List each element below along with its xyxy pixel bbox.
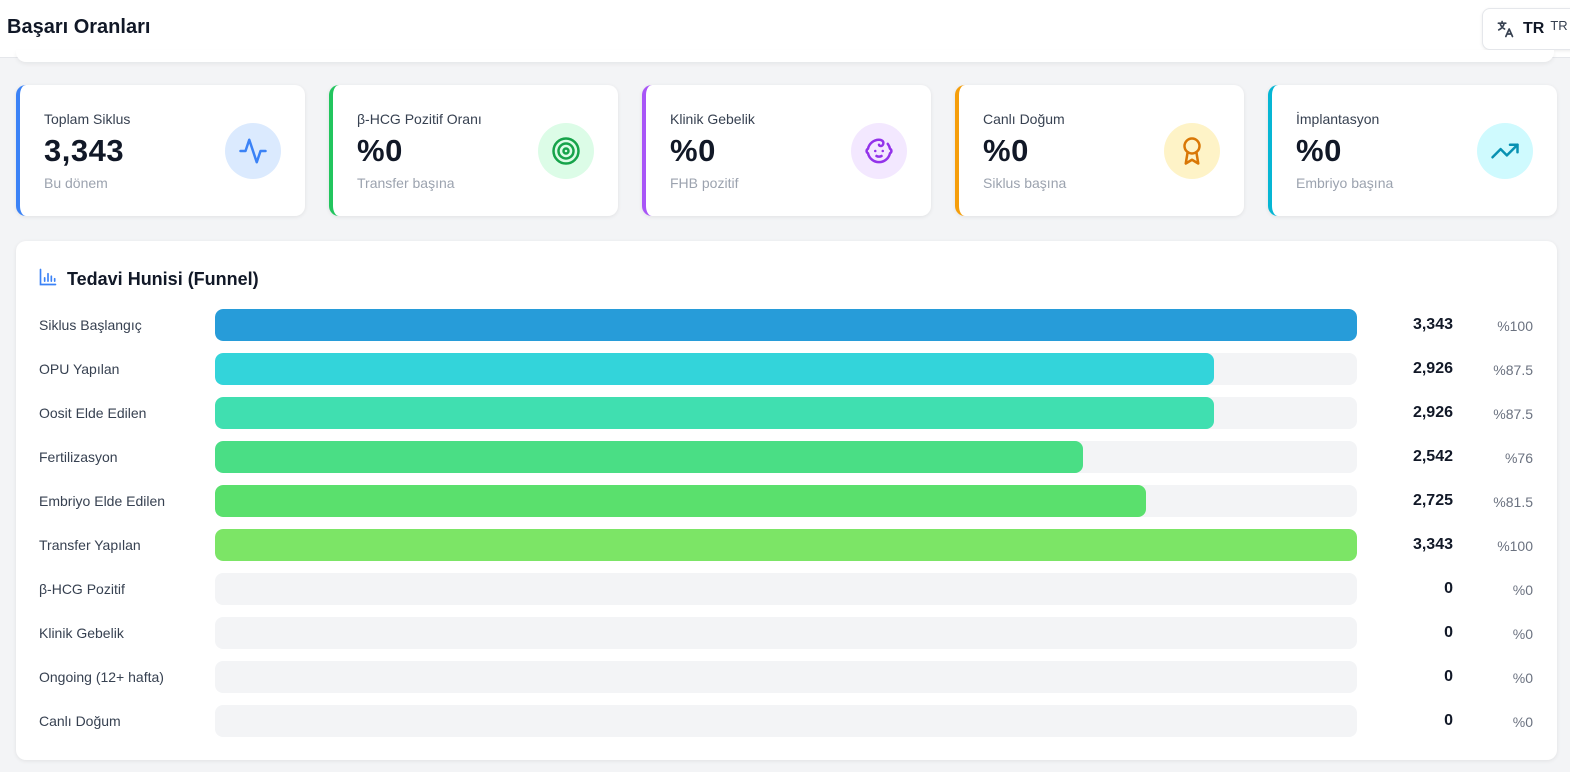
funnel-bar <box>215 397 1214 429</box>
funnel-row-percent: %76 <box>1504 450 1533 466</box>
top-bar: Başarı Oranları TR TR <box>0 0 1570 58</box>
funnel-bar-track <box>215 661 1357 693</box>
funnel-row-count: 0 <box>1444 624 1453 641</box>
stat-value: 3,343 <box>44 133 125 168</box>
funnel-bar <box>215 485 1146 517</box>
filter-panel-edge <box>16 50 1554 62</box>
funnel-bar-track <box>215 441 1357 473</box>
funnel-row-percent: %81.5 <box>1493 494 1533 510</box>
funnel-row-count: 3,343 <box>1412 536 1453 553</box>
stat-subtitle: Embriyo başına <box>1296 175 1394 191</box>
funnel-row-count: 2,542 <box>1412 448 1453 465</box>
funnel-bar-track <box>215 617 1357 649</box>
funnel-row: β-HCG Pozitif 0 %0 <box>16 573 1557 605</box>
funnel-bar-track <box>215 397 1357 429</box>
funnel-row: Oosit Elde Edilen 2,926 %87.5 <box>16 397 1557 429</box>
funnel-row-label: OPU Yapılan <box>39 361 120 377</box>
funnel-row-percent: %100 <box>1497 538 1533 554</box>
funnel-bar-track <box>215 353 1357 385</box>
baby-icon <box>851 123 907 179</box>
bar-chart-icon <box>38 267 58 292</box>
target-icon <box>538 123 594 179</box>
stat-subtitle: Siklus başına <box>983 175 1067 191</box>
funnel-header: Tedavi Hunisi (Funnel) <box>38 267 259 292</box>
funnel-row-label: Ongoing (12+ hafta) <box>39 669 164 685</box>
stat-subtitle: Transfer başına <box>357 175 455 191</box>
treatment-funnel-panel: Tedavi Hunisi (Funnel) Siklus Başlangıç 3… <box>16 241 1557 760</box>
stat-subtitle: FHB pozitif <box>670 175 739 191</box>
funnel-row-label: Siklus Başlangıç <box>39 317 142 333</box>
language-code-secondary: TR <box>1550 17 1568 33</box>
funnel-row: Canlı Doğum 0 %0 <box>16 705 1557 737</box>
funnel-row-percent: %87.5 <box>1493 362 1533 378</box>
stat-card-bhcg-rate: β-HCG Pozitif Oranı %0 Transfer başına <box>329 85 618 216</box>
funnel-row-label: β-HCG Pozitif <box>39 581 125 597</box>
funnel-row-count: 2,926 <box>1412 360 1453 377</box>
funnel-title: Tedavi Hunisi (Funnel) <box>67 269 259 289</box>
stat-value: %0 <box>357 133 403 168</box>
funnel-row-count: 0 <box>1444 712 1453 729</box>
translate-icon <box>1495 19 1515 39</box>
stat-label: β-HCG Pozitif Oranı <box>357 111 482 127</box>
language-code: TR <box>1523 20 1545 37</box>
stat-label: Canlı Doğum <box>983 111 1065 127</box>
funnel-row-count: 3,343 <box>1412 316 1453 333</box>
funnel-row-percent: %0 <box>1512 670 1533 686</box>
funnel-bar-track <box>215 573 1357 605</box>
stat-card-clinical-pregnancy: Klinik Gebelik %0 FHB pozitif <box>642 85 931 216</box>
funnel-row-count: 2,926 <box>1412 404 1453 421</box>
page-title: Başarı Oranları <box>7 16 151 38</box>
funnel-row: Siklus Başlangıç 3,343 %100 <box>16 309 1557 341</box>
award-icon <box>1164 123 1220 179</box>
stat-subtitle: Bu dönem <box>44 175 108 191</box>
funnel-row-percent: %87.5 <box>1493 406 1533 422</box>
stat-card-total-cycles: Toplam Siklus 3,343 Bu dönem <box>16 85 305 216</box>
funnel-row-percent: %100 <box>1497 318 1533 334</box>
funnel-row-label: Transfer Yapılan <box>39 537 141 553</box>
stat-label: Klinik Gebelik <box>670 111 755 127</box>
funnel-row-count: 0 <box>1444 668 1453 685</box>
stat-value: %0 <box>983 133 1029 168</box>
funnel-bar <box>215 529 1357 561</box>
funnel-bar-track <box>215 529 1357 561</box>
funnel-row-label: Embriyo Elde Edilen <box>39 493 166 509</box>
funnel-row-count: 2,725 <box>1412 492 1453 509</box>
stat-value: %0 <box>670 133 716 168</box>
trending-up-icon <box>1477 123 1533 179</box>
funnel-row-count: 0 <box>1444 580 1453 597</box>
funnel-row-label: Fertilizasyon <box>39 449 118 465</box>
funnel-row: Fertilizasyon 2,542 %76 <box>16 441 1557 473</box>
stat-card-live-birth: Canlı Doğum %0 Siklus başına <box>955 85 1244 216</box>
funnel-row: Klinik Gebelik 0 %0 <box>16 617 1557 649</box>
funnel-row: OPU Yapılan 2,926 %87.5 <box>16 353 1557 385</box>
stat-card-implantation: İmplantasyon %0 Embriyo başına <box>1268 85 1557 216</box>
funnel-row: Ongoing (12+ hafta) 0 %0 <box>16 661 1557 693</box>
funnel-bar <box>215 309 1357 341</box>
funnel-bar-track <box>215 485 1357 517</box>
funnel-bar-track <box>215 309 1357 341</box>
funnel-row-label: Canlı Doğum <box>39 713 121 729</box>
activity-icon <box>225 123 281 179</box>
funnel-bar-track <box>215 705 1357 737</box>
stat-label: Toplam Siklus <box>44 111 131 127</box>
funnel-row-percent: %0 <box>1512 714 1533 730</box>
funnel-row-label: Klinik Gebelik <box>39 625 124 641</box>
funnel-row-label: Oosit Elde Edilen <box>39 405 147 421</box>
funnel-row: Transfer Yapılan 3,343 %100 <box>16 529 1557 561</box>
funnel-row: Embriyo Elde Edilen 2,725 %81.5 <box>16 485 1557 517</box>
funnel-bar <box>215 441 1083 473</box>
stat-label: İmplantasyon <box>1296 111 1380 127</box>
language-switcher[interactable]: TR TR <box>1482 8 1570 50</box>
funnel-row-percent: %0 <box>1512 626 1533 642</box>
funnel-row-percent: %0 <box>1512 582 1533 598</box>
stat-value: %0 <box>1296 133 1342 168</box>
funnel-bar <box>215 353 1214 385</box>
